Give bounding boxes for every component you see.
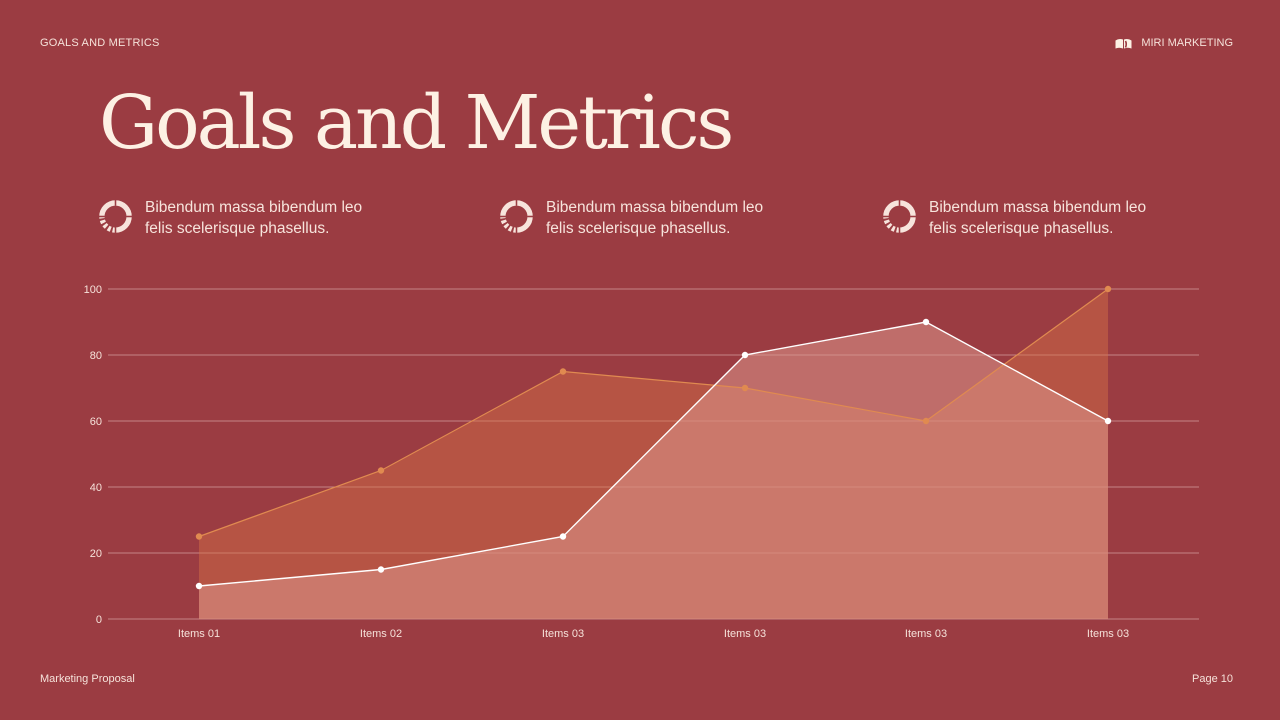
x-tick-label: Items 01 xyxy=(178,628,220,640)
y-tick-label: 80 xyxy=(90,350,102,362)
data-point xyxy=(377,566,385,573)
x-axis-labels: Items 01 Items 02 Items 03 Items 03 Items 03… xyxy=(178,628,1129,640)
series-line xyxy=(198,321,1109,587)
y-tick-label: 20 xyxy=(90,548,102,560)
footer-page-number: Page 10 xyxy=(1192,673,1233,685)
data-point xyxy=(741,351,749,359)
data-point xyxy=(741,384,749,392)
data-point xyxy=(195,582,203,590)
feature-text-line2: felis scelerisque phasellus. xyxy=(145,220,330,237)
y-tick-label: 100 xyxy=(84,284,102,296)
y-tick-label: 40 xyxy=(90,482,102,494)
x-tick-label: Items 03 xyxy=(724,628,766,640)
section-label: GOALS AND METRICS xyxy=(40,37,160,49)
data-point xyxy=(922,417,930,425)
feature-text-line1: Bibendum massa bibendum leo xyxy=(929,199,1147,216)
x-tick-label: Items 03 xyxy=(905,628,947,640)
data-point xyxy=(559,533,567,540)
feature-text-line1: Bibendum massa bibendum leo xyxy=(145,199,363,216)
chart-lines xyxy=(195,285,1112,590)
feature-text-line1: Bibendum massa bibendum leo xyxy=(546,199,764,216)
series-line xyxy=(198,288,1109,538)
feature-item: Bibendum massa bibendum leo felis sceler… xyxy=(882,197,1146,239)
segmented-donut-icon xyxy=(98,199,133,234)
segmented-donut-icon xyxy=(499,199,534,234)
data-point xyxy=(1104,417,1112,425)
segmented-donut-icon xyxy=(882,199,917,234)
feature-text-line2: felis scelerisque phasellus. xyxy=(546,220,731,237)
feature-item: Bibendum massa bibendum leo felis sceler… xyxy=(499,197,763,239)
feature-item: Bibendum massa bibendum leo felis sceler… xyxy=(98,197,362,239)
y-axis-labels: 0 20 40 60 80 100 xyxy=(84,284,102,626)
data-point xyxy=(922,318,930,326)
x-tick-label: Items 03 xyxy=(542,628,584,640)
chart-areas xyxy=(199,289,1108,619)
data-point xyxy=(377,467,385,474)
x-tick-label: Items 02 xyxy=(360,628,402,640)
data-point xyxy=(1104,285,1112,293)
x-tick-label: Items 03 xyxy=(1087,628,1129,640)
book-icon xyxy=(1115,38,1132,48)
data-point xyxy=(559,368,567,375)
footer-document-title: Marketing Proposal xyxy=(40,673,135,685)
y-tick-label: 60 xyxy=(90,416,102,428)
y-tick-label: 0 xyxy=(96,614,102,626)
series-area xyxy=(199,322,1108,619)
page-title: Goals and Metrics xyxy=(99,80,734,166)
feature-text-line2: felis scelerisque phasellus. xyxy=(929,220,1114,237)
brand: MIRI MARKETING xyxy=(1115,37,1233,49)
data-point xyxy=(195,533,203,540)
brand-name: MIRI MARKETING xyxy=(1141,37,1233,49)
